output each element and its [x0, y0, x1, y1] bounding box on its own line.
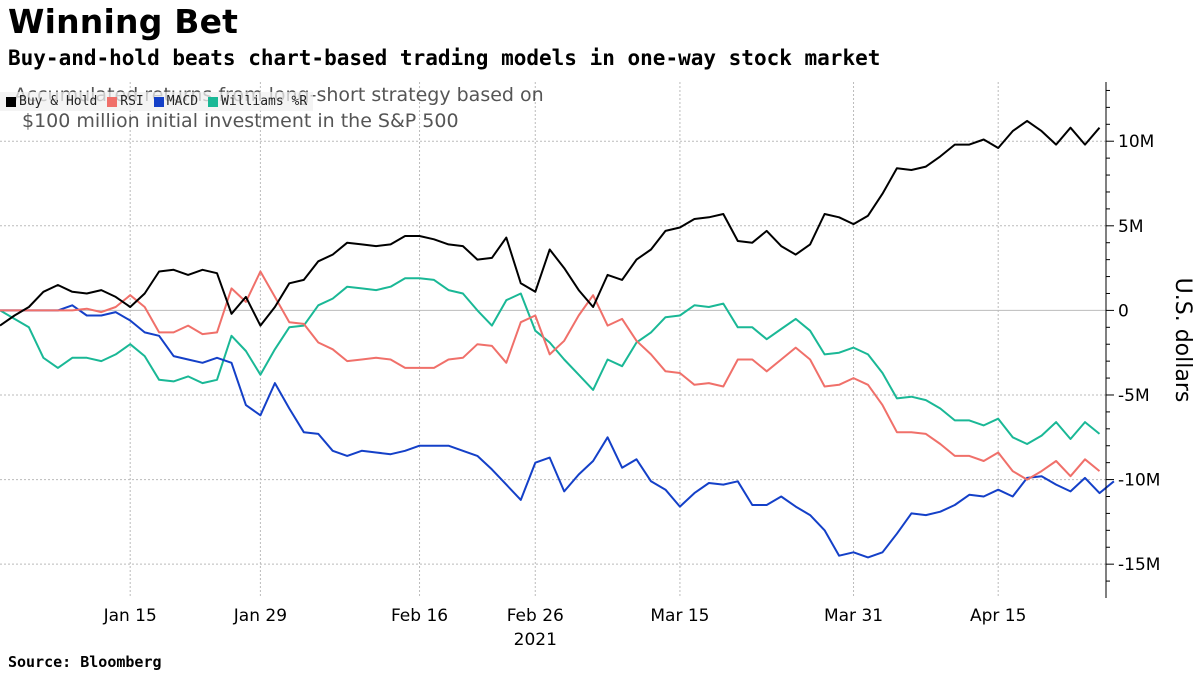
legend-label-williams: Williams %R [221, 94, 308, 109]
series-line-buy-hold [0, 119, 1101, 327]
chart-legend: Buy & Hold RSI MACD Williams %R [0, 92, 314, 111]
legend-label-rsi: RSI [120, 94, 144, 109]
legend-item-buy-hold: Buy & Hold [6, 94, 97, 109]
legend-label-buy-hold: Buy & Hold [19, 94, 98, 109]
grid-lines [0, 82, 1106, 598]
x-tick-label: Jan 15 [103, 606, 157, 626]
y-tick-label: -10M [1118, 471, 1160, 491]
legend-label-macd: MACD [166, 94, 199, 109]
y-tick-label: 5M [1118, 217, 1143, 237]
legend-swatch-buy-hold [6, 96, 16, 107]
chart-subtitle: Buy-and-hold beats chart-based trading m… [8, 46, 881, 70]
x-year-label: 2021 [514, 630, 557, 650]
series-line-rsi [0, 270, 1101, 481]
y-tick-label: -5M [1118, 386, 1150, 406]
series-line-macd [0, 304, 1115, 559]
y-axis-title: U.S. dollars [1170, 278, 1195, 403]
x-tick-label: Feb 26 [507, 606, 564, 626]
chart-title: Winning Bet [8, 2, 239, 41]
legend-item-rsi: RSI [107, 94, 144, 109]
y-tick-label: -15M [1118, 555, 1160, 575]
source-note: Source: Bloomberg [8, 653, 162, 671]
y-tick-label: 10M [1118, 132, 1154, 152]
x-tick-label: Jan 29 [233, 606, 287, 626]
x-tick-label: Feb 16 [391, 606, 448, 626]
x-tick-label: Mar 31 [824, 606, 883, 626]
legend-item-macd: MACD [153, 94, 199, 109]
legend-swatch-macd [153, 96, 164, 107]
legend-item-williams: Williams %R [208, 94, 307, 109]
axes: 10M 5M 0 -5M -10M -15M Jan 15 Jan 29 Feb 16 Feb 2… [103, 82, 1195, 650]
legend-swatch-williams [208, 96, 219, 107]
x-tick-label: Apr 15 [970, 606, 1026, 626]
series-lines [0, 119, 1115, 559]
legend-swatch-rsi [107, 96, 118, 107]
series-line-williams [0, 277, 1101, 445]
y-tick-label: 0 [1118, 301, 1129, 321]
note-line-2: $100 million initial investment in the S… [22, 110, 459, 132]
x-tick-label: Mar 15 [650, 606, 709, 626]
